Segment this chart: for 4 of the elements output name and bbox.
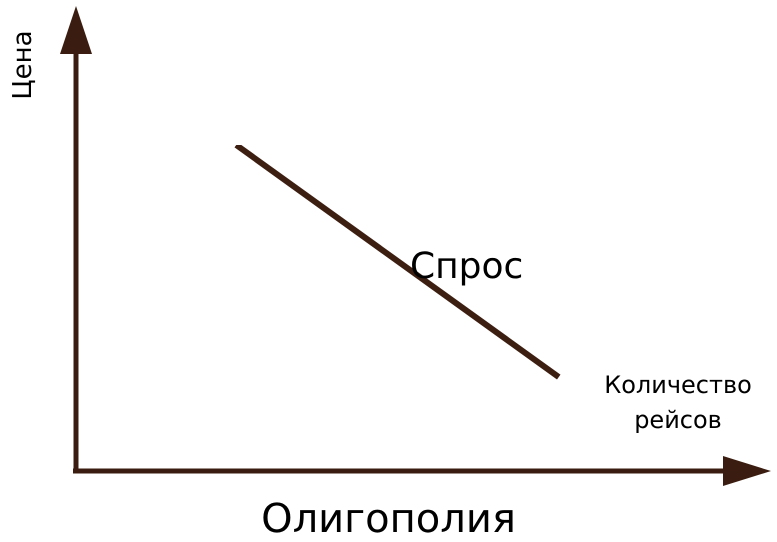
series-label: Спрос [410, 246, 524, 287]
y-axis-title: Цена [8, 30, 38, 100]
text: Олигополия [260, 496, 517, 542]
x-axis-title: Количество рейсов [603, 370, 753, 436]
